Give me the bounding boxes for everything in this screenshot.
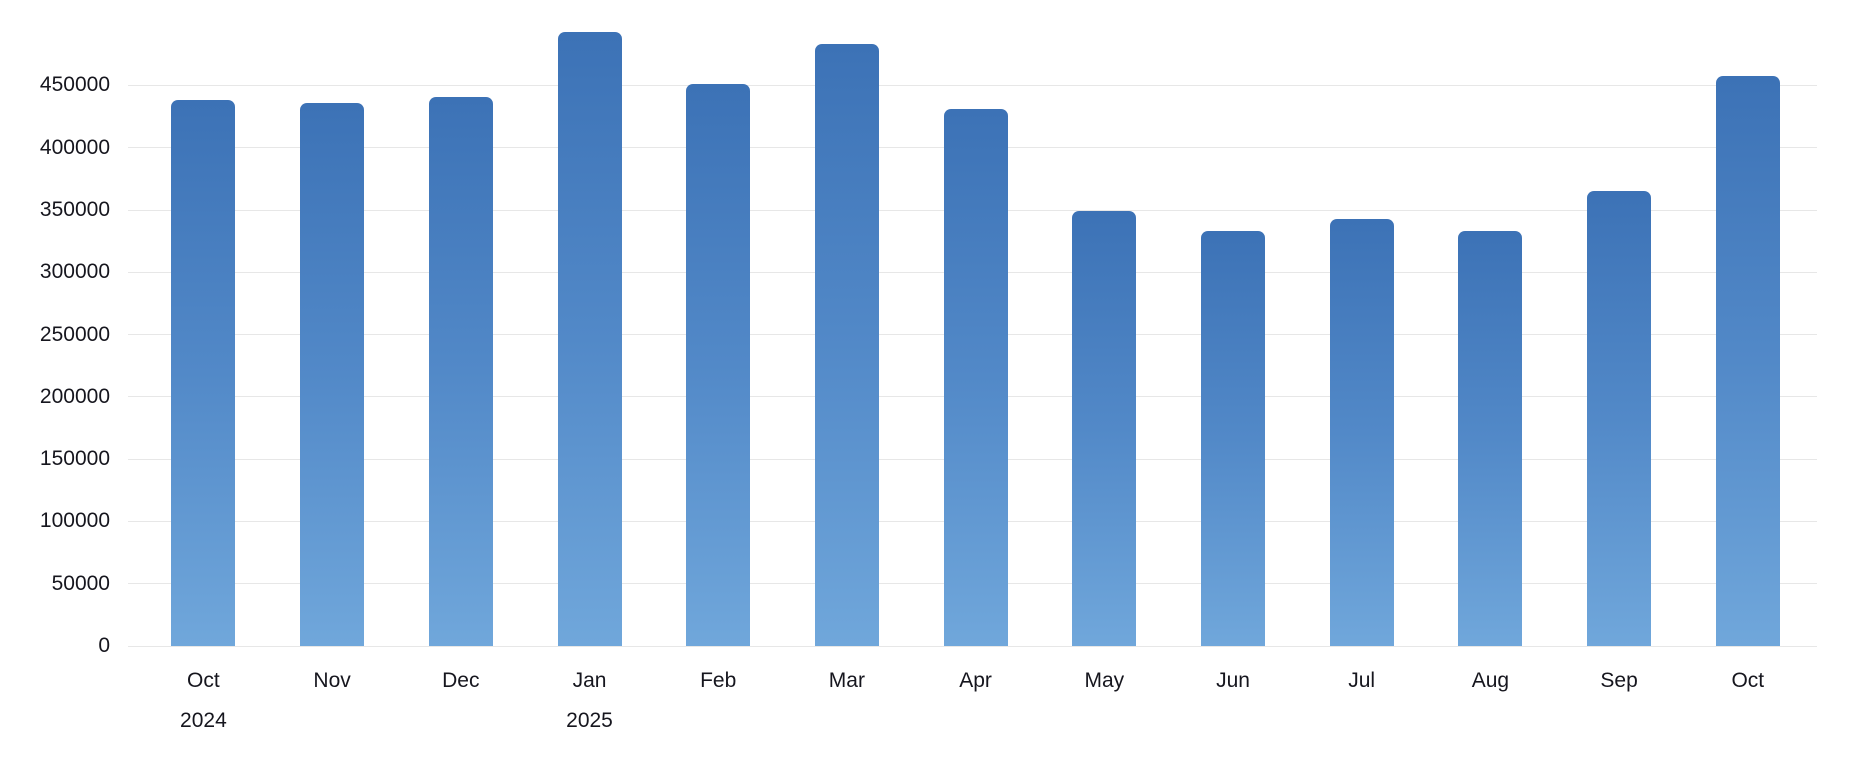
y-axis-tick-label: 50000 <box>51 571 110 595</box>
x-axis-month-label: Jul <box>1348 669 1376 692</box>
y-axis-tick-label: 450000 <box>39 73 110 97</box>
bar[interactable] <box>686 84 751 646</box>
bar[interactable] <box>814 44 879 646</box>
bar[interactable] <box>300 102 365 646</box>
x-axis-month-label: Oct <box>1731 669 1765 692</box>
bar[interactable] <box>1458 231 1523 646</box>
y-axis-tick-label: 350000 <box>39 198 110 222</box>
x-axis-month-label: Mar <box>828 669 865 692</box>
y-axis-tick-label: 0 <box>98 634 110 657</box>
x-axis-month-label: Dec <box>442 669 480 692</box>
y-axis-tick-label: 250000 <box>39 322 110 346</box>
y-axis-tick-label: 300000 <box>39 260 110 284</box>
bar[interactable] <box>428 96 493 646</box>
bar[interactable] <box>557 31 622 646</box>
x-axis-year-label: 2024 <box>180 709 227 732</box>
x-axis-month-label: Jun <box>1216 669 1250 692</box>
bar[interactable] <box>1072 211 1137 646</box>
gridline <box>128 84 1817 86</box>
bar[interactable] <box>1587 191 1652 646</box>
gridline <box>128 645 1817 647</box>
x-axis-year-label: 2025 <box>566 709 613 732</box>
bar[interactable] <box>1715 75 1780 646</box>
x-axis-month-label: Nov <box>313 669 351 692</box>
x-axis-month-label: Jan <box>572 669 607 692</box>
bar[interactable] <box>1201 231 1265 646</box>
bar[interactable] <box>943 109 1008 646</box>
bar[interactable] <box>171 100 236 646</box>
x-axis-month-label: Aug <box>1471 669 1510 692</box>
x-axis-month-label: Sep <box>1600 669 1638 692</box>
x-axis-month-label: Feb <box>700 669 737 692</box>
y-axis-tick-label: 150000 <box>39 447 110 471</box>
x-axis-month-label: May <box>1084 669 1125 692</box>
y-axis-tick-label: 400000 <box>39 135 110 159</box>
bar[interactable] <box>1329 218 1394 646</box>
y-axis-tick-label: 100000 <box>39 509 110 533</box>
x-axis-month-label: Oct <box>187 669 220 692</box>
x-axis-month-label: Apr <box>959 669 992 692</box>
y-axis-tick-label: 200000 <box>39 384 110 408</box>
